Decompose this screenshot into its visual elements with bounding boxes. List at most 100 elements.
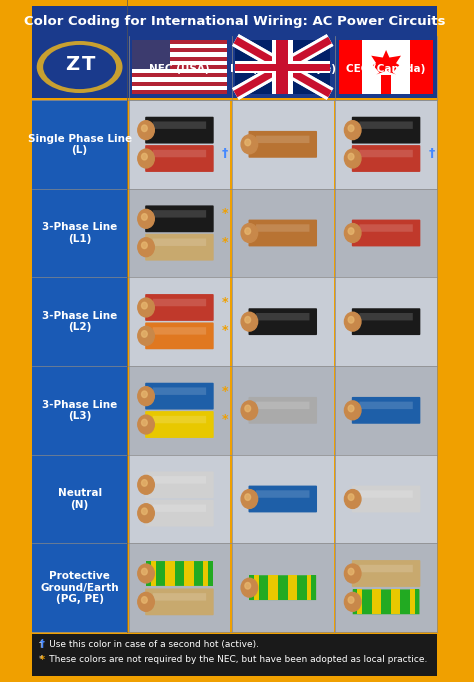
Circle shape [345, 149, 361, 168]
Circle shape [345, 401, 361, 419]
FancyBboxPatch shape [32, 189, 127, 278]
Circle shape [245, 494, 251, 501]
Circle shape [348, 316, 354, 323]
FancyBboxPatch shape [165, 561, 174, 586]
FancyBboxPatch shape [153, 416, 206, 424]
FancyBboxPatch shape [153, 387, 206, 395]
Text: *: * [222, 325, 228, 338]
Circle shape [138, 593, 155, 611]
FancyBboxPatch shape [359, 490, 413, 498]
FancyBboxPatch shape [335, 544, 437, 632]
FancyBboxPatch shape [248, 486, 317, 512]
FancyBboxPatch shape [352, 117, 420, 143]
Circle shape [245, 405, 251, 412]
FancyBboxPatch shape [382, 75, 391, 94]
FancyBboxPatch shape [372, 589, 381, 614]
Text: †: † [222, 147, 228, 160]
FancyBboxPatch shape [153, 210, 206, 218]
Circle shape [245, 316, 251, 323]
Circle shape [138, 475, 155, 494]
Circle shape [142, 125, 147, 132]
Circle shape [245, 139, 251, 146]
FancyBboxPatch shape [339, 40, 363, 94]
FancyBboxPatch shape [145, 205, 214, 233]
FancyBboxPatch shape [335, 189, 437, 278]
FancyBboxPatch shape [352, 308, 420, 335]
Circle shape [345, 224, 361, 242]
Circle shape [138, 209, 155, 228]
FancyBboxPatch shape [232, 278, 334, 366]
FancyBboxPatch shape [232, 544, 334, 632]
Circle shape [142, 479, 147, 486]
FancyBboxPatch shape [132, 86, 227, 90]
Circle shape [245, 582, 251, 589]
Text: *: * [222, 207, 228, 220]
FancyBboxPatch shape [153, 476, 206, 484]
FancyBboxPatch shape [145, 411, 214, 438]
FancyBboxPatch shape [153, 150, 206, 158]
FancyBboxPatch shape [391, 589, 401, 614]
FancyBboxPatch shape [145, 117, 214, 143]
FancyBboxPatch shape [256, 313, 310, 321]
Text: *  These colors are not required by the NEC, but have been adopted as local prac: * These colors are not required by the N… [39, 655, 428, 664]
Text: 3-Phase Line
(L3): 3-Phase Line (L3) [42, 400, 117, 421]
FancyBboxPatch shape [359, 313, 413, 321]
FancyBboxPatch shape [153, 121, 206, 129]
FancyBboxPatch shape [256, 490, 310, 498]
Circle shape [142, 302, 147, 309]
FancyBboxPatch shape [248, 220, 317, 246]
Ellipse shape [36, 41, 122, 93]
FancyBboxPatch shape [132, 40, 227, 94]
Text: *: * [222, 385, 228, 398]
Circle shape [142, 242, 147, 249]
FancyBboxPatch shape [232, 455, 334, 544]
FancyBboxPatch shape [128, 100, 230, 189]
FancyBboxPatch shape [232, 189, 334, 278]
FancyBboxPatch shape [128, 366, 230, 455]
FancyBboxPatch shape [248, 397, 317, 424]
Text: Single Phase Line
(L): Single Phase Line (L) [27, 134, 132, 155]
Ellipse shape [43, 45, 116, 89]
Text: †  Use this color in case of a second hot (active).: † Use this color in case of a second hot… [39, 640, 259, 649]
FancyBboxPatch shape [256, 136, 310, 143]
FancyBboxPatch shape [145, 383, 214, 410]
Text: Z: Z [65, 55, 80, 74]
Circle shape [142, 391, 147, 398]
Circle shape [348, 153, 354, 160]
Text: †: † [39, 639, 44, 649]
Circle shape [138, 327, 155, 345]
FancyBboxPatch shape [32, 544, 127, 632]
FancyBboxPatch shape [335, 100, 437, 189]
Circle shape [138, 564, 155, 583]
FancyBboxPatch shape [256, 402, 310, 409]
FancyBboxPatch shape [153, 239, 206, 246]
Circle shape [348, 125, 354, 132]
Circle shape [138, 149, 155, 168]
FancyBboxPatch shape [335, 455, 437, 544]
Text: CEC (Canada): CEC (Canada) [346, 64, 426, 74]
FancyBboxPatch shape [132, 57, 227, 61]
FancyBboxPatch shape [32, 36, 437, 98]
Circle shape [241, 135, 258, 153]
FancyBboxPatch shape [208, 561, 213, 586]
FancyBboxPatch shape [352, 145, 420, 172]
Text: IEC (UK & Europe): IEC (UK & Europe) [230, 64, 336, 74]
FancyBboxPatch shape [248, 131, 317, 158]
Circle shape [348, 228, 354, 235]
FancyBboxPatch shape [132, 73, 227, 77]
FancyBboxPatch shape [288, 575, 297, 600]
FancyBboxPatch shape [248, 308, 317, 335]
FancyBboxPatch shape [268, 575, 278, 600]
FancyBboxPatch shape [32, 278, 127, 366]
Text: 3-Phase Line
(L1): 3-Phase Line (L1) [42, 222, 117, 243]
FancyBboxPatch shape [132, 61, 227, 65]
FancyBboxPatch shape [146, 561, 155, 586]
FancyBboxPatch shape [415, 589, 419, 614]
Polygon shape [371, 50, 401, 74]
FancyBboxPatch shape [276, 40, 288, 94]
Text: *: * [222, 296, 228, 309]
FancyBboxPatch shape [132, 40, 227, 44]
FancyBboxPatch shape [307, 575, 316, 600]
FancyBboxPatch shape [153, 593, 206, 601]
Text: *: * [222, 413, 228, 426]
